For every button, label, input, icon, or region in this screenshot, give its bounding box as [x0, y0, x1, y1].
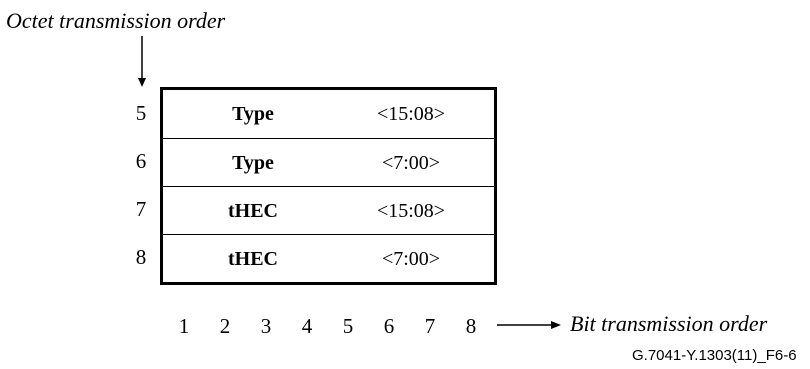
bit-transmission-order-label: Bit transmission order	[570, 311, 768, 336]
octet-number: 5	[135, 101, 147, 125]
bit-range: <15:08>	[376, 200, 446, 222]
table-row: Type <15:08>	[163, 90, 494, 138]
bit-number: 7	[424, 314, 436, 338]
bit-range: <7:00>	[381, 248, 441, 270]
bit-range: <15:08>	[376, 103, 446, 125]
octet-number: 6	[135, 149, 147, 173]
right-arrow-icon	[497, 321, 561, 329]
header-field-table: Type <15:08> Type <7:00> tHEC <15:08> tH…	[160, 87, 497, 285]
field-name: Type	[232, 103, 274, 125]
octet-number: 8	[135, 245, 147, 269]
table-row: tHEC <15:08>	[163, 186, 494, 234]
octet-number: 7	[135, 197, 147, 221]
bit-number: 3	[260, 314, 272, 338]
table-row: Type <7:00>	[163, 138, 494, 186]
bit-number: 6	[383, 314, 395, 338]
down-arrow-icon	[138, 36, 146, 87]
field-name: tHEC	[228, 200, 278, 222]
bit-number: 4	[301, 314, 313, 338]
table-row: tHEC <7:00>	[163, 234, 494, 282]
field-name: tHEC	[228, 248, 278, 270]
bit-number: 1	[178, 314, 190, 338]
figure-identifier: G.7041-Y.1303(11)_F6-6	[632, 347, 797, 364]
bit-number: 2	[219, 314, 231, 338]
bit-number: 5	[342, 314, 354, 338]
octet-transmission-order-label: Octet transmission order	[6, 8, 226, 33]
bit-range: <7:00>	[381, 152, 441, 174]
bit-number: 8	[465, 314, 477, 338]
field-name: Type	[232, 152, 274, 174]
